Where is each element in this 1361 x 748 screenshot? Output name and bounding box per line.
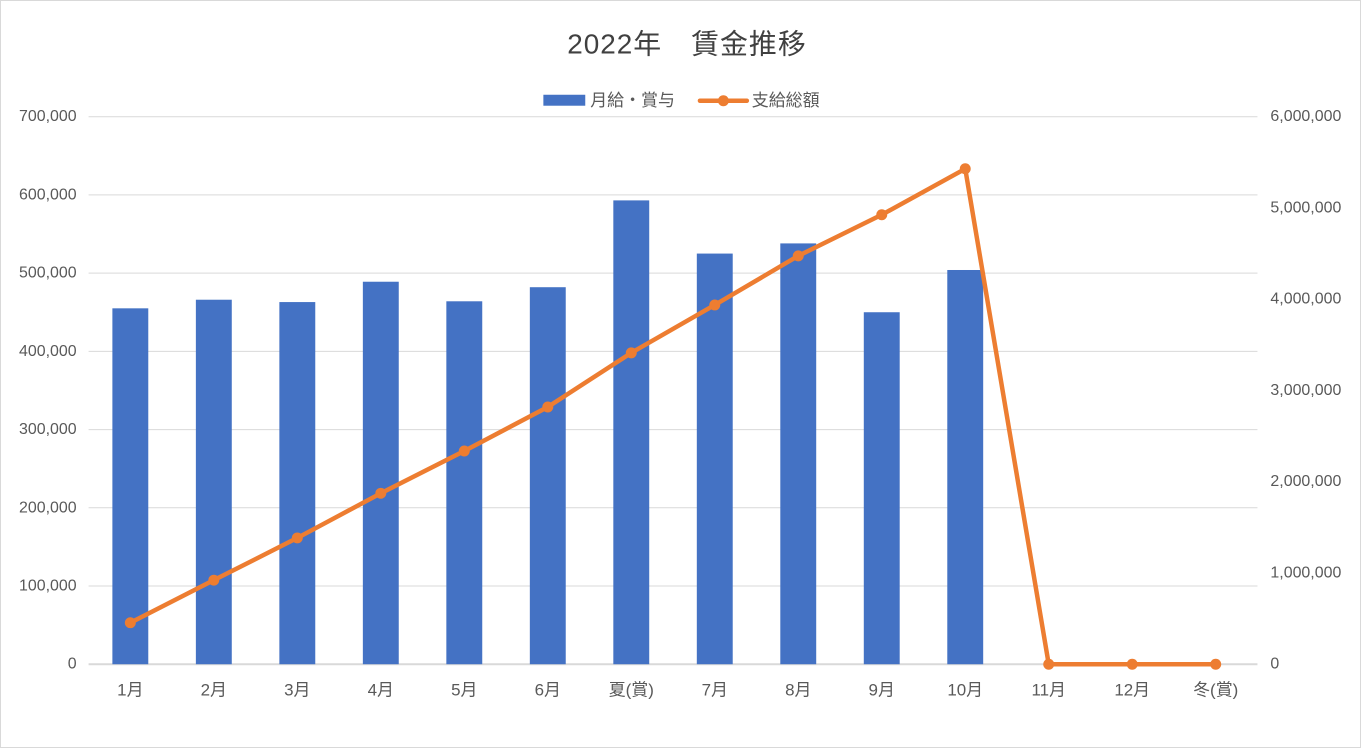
line-marker-2月[interactable] — [208, 574, 220, 586]
line-marker-夏(賞)[interactable] — [625, 347, 637, 359]
bar-7月[interactable] — [696, 253, 733, 665]
y-right-tick-label: 0 — [1270, 656, 1279, 673]
y-left-tick-label: 100,000 — [19, 578, 77, 595]
x-tick-label: 6月 — [535, 681, 561, 700]
legend-item-line-series[interactable]: 支給総額 — [697, 91, 820, 110]
line-marker-7月[interactable] — [709, 299, 721, 311]
x-tick-label: 12月 — [1114, 681, 1150, 700]
bar-3月[interactable] — [279, 302, 316, 665]
line-marker-8月[interactable] — [792, 250, 804, 262]
y-right-tick-label: 5,000,000 — [1270, 199, 1341, 216]
bar-夏(賞)[interactable] — [613, 200, 650, 665]
bar-1月[interactable] — [112, 308, 149, 665]
line-marker-6月[interactable] — [542, 401, 554, 413]
y-left-tick-label: 400,000 — [19, 343, 77, 360]
line-marker-10月[interactable] — [959, 163, 971, 175]
bar-4月[interactable] — [362, 281, 399, 665]
bar-10月[interactable] — [947, 269, 984, 665]
bar-5月[interactable] — [446, 301, 483, 665]
line-marker-3月[interactable] — [291, 532, 303, 544]
y-axis-left-labels: 0 100,000 200,000 300,000 400,000 500,000 600,… — [19, 108, 77, 673]
bar-series — [112, 200, 984, 665]
gridlines — [88, 116, 1258, 666]
bar-6月[interactable] — [529, 287, 566, 665]
x-tick-label: 9月 — [869, 681, 895, 700]
line-marker-5月[interactable] — [458, 445, 470, 457]
legend: 月給・賞与 支給総額 — [543, 91, 820, 110]
line-marker-11月[interactable] — [1043, 658, 1055, 670]
y-left-tick-label: 600,000 — [19, 186, 77, 203]
y-left-tick-label: 0 — [68, 656, 77, 673]
x-tick-label: 5月 — [451, 681, 477, 700]
legend-line-label: 支給総額 — [752, 91, 820, 110]
x-tick-label: 4月 — [368, 681, 394, 700]
line-marker-1月[interactable] — [124, 617, 136, 629]
chart-title: 2022年 賃金推移 — [567, 28, 807, 59]
y-left-tick-label: 500,000 — [19, 265, 77, 282]
legend-line-marker-icon — [717, 95, 729, 107]
legend-bar-swatch-icon — [543, 94, 586, 106]
line-marker-12月[interactable] — [1126, 658, 1138, 670]
x-tick-label: 11月 — [1031, 681, 1066, 700]
x-tick-label: 8月 — [785, 681, 811, 700]
y-axis-right-labels: 0 1,000,000 2,000,000 3,000,000 4,000,000 5,0… — [1270, 108, 1341, 673]
bar-9月[interactable] — [863, 312, 900, 665]
x-tick-label: 2月 — [201, 681, 227, 700]
legend-item-bar-series[interactable]: 月給・賞与 — [543, 91, 675, 110]
x-axis-labels: 1月 2月 3月 4月 5月 6月 夏(賞) 7月 8月 9月 10月 11月 12月 冬(賞) — [117, 681, 1238, 700]
y-right-tick-label: 6,000,000 — [1270, 108, 1341, 125]
bar-2月[interactable] — [195, 299, 232, 665]
legend-bar-label: 月給・賞与 — [590, 91, 675, 110]
x-tick-label: 7月 — [702, 681, 728, 700]
y-right-tick-label: 1,000,000 — [1270, 564, 1341, 581]
line-marker-冬(賞)[interactable] — [1210, 658, 1222, 670]
y-right-tick-label: 2,000,000 — [1270, 473, 1341, 490]
cumulative-line[interactable] — [128, 166, 1218, 667]
y-right-tick-label: 4,000,000 — [1270, 291, 1341, 308]
x-tick-label: 夏(賞) — [609, 681, 654, 700]
y-left-tick-label: 200,000 — [19, 499, 77, 516]
line-series — [124, 163, 1222, 670]
x-tick-label: 10月 — [947, 681, 983, 700]
y-right-tick-label: 3,000,000 — [1270, 382, 1341, 399]
x-tick-label: 1月 — [117, 681, 143, 700]
line-marker-4月[interactable] — [375, 487, 387, 499]
bar-8月[interactable] — [780, 243, 817, 665]
x-tick-label: 3月 — [284, 681, 310, 700]
y-left-tick-label: 700,000 — [19, 108, 77, 125]
x-tick-label: 冬(賞) — [1193, 681, 1238, 700]
y-left-tick-label: 300,000 — [19, 421, 77, 438]
line-marker-9月[interactable] — [876, 209, 888, 221]
